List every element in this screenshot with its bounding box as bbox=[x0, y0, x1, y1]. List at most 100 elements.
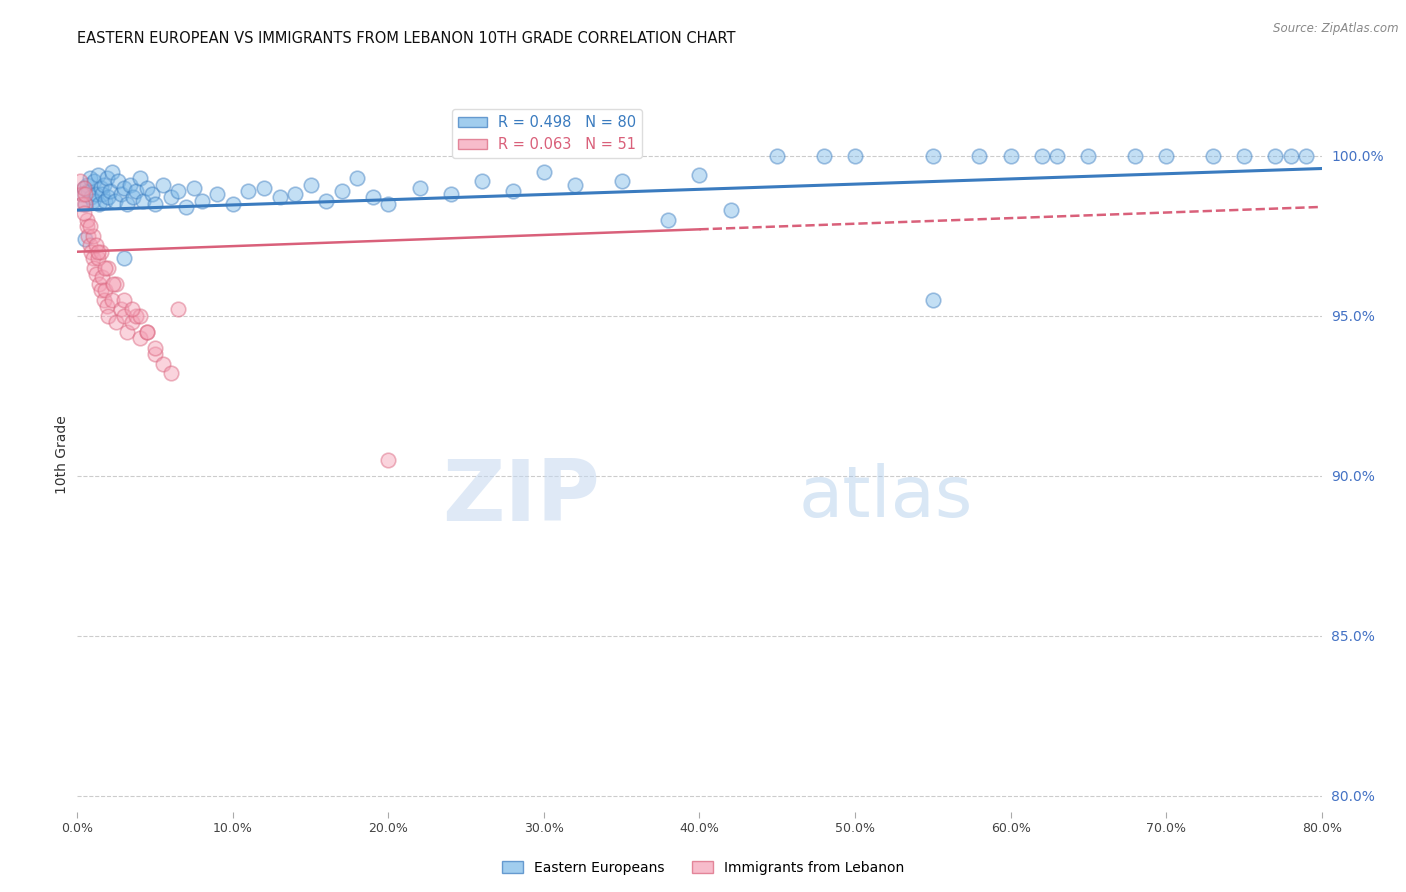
Point bbox=[122, 190, 145, 204]
Point bbox=[131, 194, 153, 208]
Point bbox=[112, 309, 135, 323]
Point bbox=[377, 452, 399, 467]
Point bbox=[72, 180, 94, 194]
Point bbox=[70, 196, 93, 211]
Point bbox=[1031, 149, 1053, 163]
Point bbox=[83, 260, 105, 275]
Point bbox=[82, 228, 104, 243]
Point bbox=[94, 283, 117, 297]
Point bbox=[96, 171, 118, 186]
Point bbox=[125, 309, 148, 323]
Point bbox=[80, 244, 103, 259]
Point bbox=[112, 293, 135, 307]
Point bbox=[159, 367, 181, 381]
Point bbox=[269, 190, 291, 204]
Point bbox=[97, 260, 120, 275]
Point bbox=[120, 178, 142, 192]
Point bbox=[1046, 149, 1069, 163]
Point bbox=[720, 203, 742, 218]
Point bbox=[1077, 149, 1099, 163]
Point bbox=[921, 293, 943, 307]
Point bbox=[377, 196, 399, 211]
Point bbox=[136, 325, 159, 339]
Point bbox=[128, 171, 150, 186]
Point bbox=[121, 302, 143, 317]
Point bbox=[1123, 149, 1146, 163]
Point bbox=[104, 194, 127, 208]
Point bbox=[115, 196, 138, 211]
Point bbox=[844, 149, 866, 163]
Point bbox=[408, 180, 430, 194]
Point bbox=[94, 260, 117, 275]
Point bbox=[128, 331, 150, 345]
Point bbox=[91, 187, 114, 202]
Point bbox=[75, 196, 97, 211]
Point bbox=[143, 196, 166, 211]
Point bbox=[84, 267, 107, 281]
Point bbox=[80, 190, 103, 204]
Point bbox=[105, 315, 128, 329]
Point bbox=[79, 171, 101, 186]
Point bbox=[610, 174, 633, 188]
Point bbox=[152, 357, 174, 371]
Legend: R = 0.498   N = 80, R = 0.063   N = 51: R = 0.498 N = 80, R = 0.063 N = 51 bbox=[451, 109, 643, 158]
Point bbox=[1279, 149, 1302, 163]
Point bbox=[84, 187, 107, 202]
Point bbox=[87, 277, 110, 291]
Point bbox=[112, 180, 135, 194]
Point bbox=[128, 309, 150, 323]
Point bbox=[330, 184, 353, 198]
Point bbox=[70, 187, 93, 202]
Point bbox=[75, 196, 97, 211]
Point bbox=[86, 244, 108, 259]
Point bbox=[143, 347, 166, 361]
Point bbox=[1233, 149, 1256, 163]
Point bbox=[207, 187, 229, 202]
Point bbox=[346, 171, 368, 186]
Point bbox=[1202, 149, 1225, 163]
Point bbox=[90, 180, 112, 194]
Point bbox=[183, 180, 205, 194]
Point bbox=[77, 184, 100, 198]
Point bbox=[90, 283, 112, 297]
Point bbox=[79, 219, 101, 233]
Point bbox=[141, 187, 163, 202]
Text: EASTERN EUROPEAN VS IMMIGRANTS FROM LEBANON 10TH GRADE CORRELATION CHART: EASTERN EUROPEAN VS IMMIGRANTS FROM LEBA… bbox=[77, 31, 735, 46]
Point bbox=[533, 165, 555, 179]
Point bbox=[766, 149, 789, 163]
Point bbox=[284, 187, 307, 202]
Point bbox=[91, 270, 114, 285]
Point bbox=[112, 251, 135, 265]
Point bbox=[105, 277, 128, 291]
Point bbox=[110, 187, 132, 202]
Point bbox=[86, 168, 108, 182]
Point bbox=[100, 293, 122, 307]
Point bbox=[75, 187, 97, 202]
Point bbox=[84, 238, 107, 252]
Point bbox=[77, 228, 100, 243]
Text: ZIP: ZIP bbox=[443, 456, 600, 540]
Point bbox=[167, 184, 190, 198]
Point bbox=[94, 194, 117, 208]
Point bbox=[159, 190, 181, 204]
Point bbox=[79, 238, 101, 252]
Point bbox=[813, 149, 835, 163]
Point bbox=[136, 180, 159, 194]
Point bbox=[121, 315, 143, 329]
Point bbox=[361, 190, 384, 204]
Point bbox=[689, 168, 711, 182]
Text: Source: ZipAtlas.com: Source: ZipAtlas.com bbox=[1274, 22, 1399, 36]
Point bbox=[174, 200, 197, 214]
Point bbox=[72, 180, 94, 194]
Point bbox=[97, 190, 120, 204]
Point bbox=[93, 178, 115, 192]
Point bbox=[98, 184, 121, 198]
Legend: Eastern Europeans, Immigrants from Lebanon: Eastern Europeans, Immigrants from Leban… bbox=[496, 855, 910, 880]
Point bbox=[564, 178, 586, 192]
Point bbox=[83, 174, 105, 188]
Point bbox=[969, 149, 991, 163]
Point bbox=[115, 325, 138, 339]
Point bbox=[253, 180, 276, 194]
Point bbox=[107, 174, 129, 188]
Text: atlas: atlas bbox=[799, 463, 973, 533]
